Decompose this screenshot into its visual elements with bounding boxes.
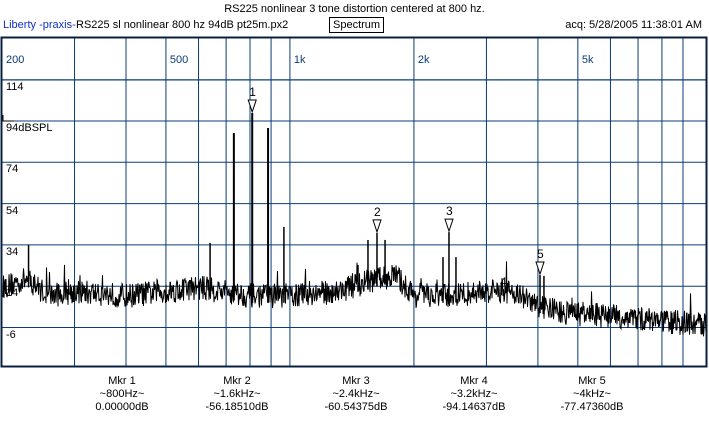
y-tick-label: 34: [6, 245, 19, 258]
marker-label: 2: [373, 204, 381, 219]
marker-value: 0.00000dB: [95, 401, 149, 413]
y-tick-label: -6: [6, 328, 16, 341]
marker-value: -56.18510dB: [205, 401, 269, 413]
marker-value: -77.47360dB: [560, 401, 624, 413]
marker-freq: ~1.6kHz~: [213, 388, 261, 400]
x-tick-label: 200: [6, 54, 25, 66]
marker-name: Mkr 4: [460, 375, 488, 387]
marker-label: 4: [500, 275, 507, 290]
marker-readout-1: Mkr 1 ~800Hz~ 0.00000dB: [62, 375, 182, 414]
app-name: Liberty -praxis-: [3, 19, 76, 31]
marker-label: 5: [537, 247, 544, 262]
marker-readout-3: Mkr 3 ~2.4kHz~ -60.54375dB: [296, 375, 416, 414]
x-tick-label: 1k: [293, 54, 306, 66]
marker-triangle-icon: [372, 219, 382, 234]
x-tick-label: 500: [169, 54, 189, 66]
acquisition-timestamp: acq: 5/28/2005 11:38:01 AM: [565, 19, 702, 31]
y-tick-label: 94dBSPL: [6, 122, 53, 134]
marker-readout-4: Mkr 4 ~3.2kHz~ -94.14637dB: [414, 375, 534, 414]
marker-readout-5: Mkr 5 ~4kHz~ -77.47360dB: [532, 375, 652, 414]
chart-title: RS225 nonlinear 3 tone distortion center…: [224, 3, 485, 15]
marker-label: 3: [445, 204, 453, 219]
marker-name: Mkr 2: [223, 375, 251, 387]
x-tick-label: 2k: [417, 54, 430, 66]
y-tick-label: 54: [6, 204, 19, 217]
x-tick-label: 5k: [581, 54, 594, 66]
file-info: RS225 sl nonlinear 800 hz 94dB pt25m.px2: [76, 19, 289, 31]
spectrum-trace: [2, 261, 707, 337]
spectrum-button[interactable]: Spectrum: [329, 17, 385, 33]
plot-border: [0, 36, 708, 368]
y-tick-label: 14: [6, 287, 19, 300]
reference-level-triangle: [2, 115, 14, 122]
marker-readout-2: Mkr 2 ~1.6kHz~ -56.18510dB: [177, 375, 297, 414]
marker-freq: ~4kHz~: [573, 388, 611, 400]
marker-name: Mkr 1: [108, 375, 136, 387]
marker-freq: ~800Hz~: [99, 388, 145, 400]
marker-freq: ~2.4kHz~: [332, 388, 380, 400]
marker-triangle-icon: [535, 261, 545, 276]
y-tick-label: 74: [6, 163, 19, 176]
marker-value: -60.54375dB: [324, 401, 388, 413]
marker-name: Mkr 3: [342, 375, 370, 387]
marker-name: Mkr 5: [578, 375, 606, 387]
marker-freq: ~3.2kHz~: [450, 388, 498, 400]
marker-label: 1: [249, 84, 256, 99]
marker-value: -94.14637dB: [442, 401, 506, 413]
marker-triangle-icon: [247, 99, 257, 114]
y-tick-label: 114: [6, 80, 24, 93]
marker-triangle-icon: [444, 218, 454, 233]
